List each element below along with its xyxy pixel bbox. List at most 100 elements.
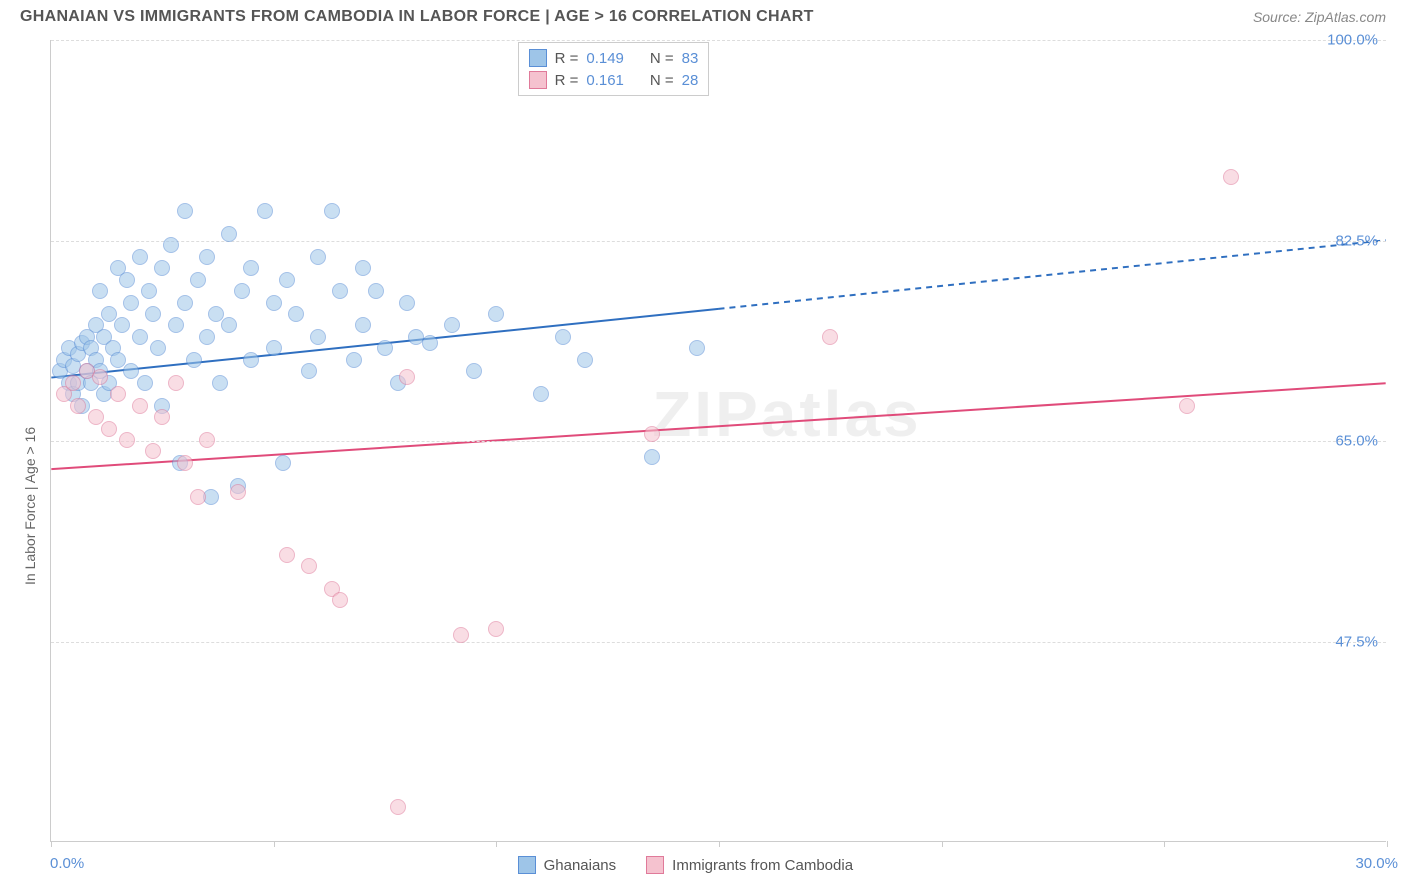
data-point: [168, 317, 184, 333]
n-value: 28: [682, 72, 699, 89]
gridline: [51, 441, 1386, 442]
data-point: [279, 547, 295, 563]
gridline: [51, 40, 1386, 41]
data-point: [212, 375, 228, 391]
data-point: [145, 443, 161, 459]
x-tick: [274, 841, 275, 847]
data-point: [422, 335, 438, 351]
data-point: [390, 799, 406, 815]
data-point: [310, 329, 326, 345]
y-tick-label: 65.0%: [1335, 433, 1378, 450]
legend-label: Ghanaians: [544, 857, 617, 874]
x-tick: [942, 841, 943, 847]
data-point: [243, 260, 259, 276]
data-point: [114, 317, 130, 333]
legend-swatch: [646, 856, 664, 874]
r-label: R =: [555, 50, 579, 67]
gridline: [51, 241, 1386, 242]
data-point: [119, 272, 135, 288]
legend-swatch: [529, 71, 547, 89]
x-tick: [1164, 841, 1165, 847]
data-point: [154, 409, 170, 425]
data-point: [644, 449, 660, 465]
data-point: [70, 398, 86, 414]
data-point: [141, 283, 157, 299]
x-tick: [719, 841, 720, 847]
watermark: ZIPatlas: [652, 377, 921, 451]
data-point: [288, 306, 304, 322]
data-point: [488, 621, 504, 637]
data-point: [577, 352, 593, 368]
data-point: [199, 329, 215, 345]
data-point: [689, 340, 705, 356]
data-point: [199, 249, 215, 265]
data-point: [444, 317, 460, 333]
legend-label: Immigrants from Cambodia: [672, 857, 853, 874]
data-point: [488, 306, 504, 322]
y-tick-label: 100.0%: [1327, 32, 1378, 49]
legend-swatch: [518, 856, 536, 874]
data-point: [266, 340, 282, 356]
data-point: [822, 329, 838, 345]
data-point: [346, 352, 362, 368]
x-tick: [496, 841, 497, 847]
x-tick: [51, 841, 52, 847]
data-point: [92, 283, 108, 299]
data-point: [137, 375, 153, 391]
data-point: [177, 203, 193, 219]
data-point: [453, 627, 469, 643]
data-point: [377, 340, 393, 356]
data-point: [368, 283, 384, 299]
data-point: [1179, 398, 1195, 414]
n-label: N =: [650, 72, 674, 89]
n-label: N =: [650, 50, 674, 67]
legend-stats-box: R = 0.149 N = 83 R = 0.161 N = 28: [518, 42, 710, 96]
data-point: [186, 352, 202, 368]
data-point: [332, 283, 348, 299]
data-point: [355, 317, 371, 333]
data-point: [221, 317, 237, 333]
data-point: [177, 295, 193, 311]
chart-title: GHANAIAN VS IMMIGRANTS FROM CAMBODIA IN …: [20, 8, 814, 26]
gridline: [51, 642, 1386, 643]
data-point: [399, 295, 415, 311]
x-tick-label: 30.0%: [1355, 855, 1398, 872]
data-point: [310, 249, 326, 265]
data-point: [279, 272, 295, 288]
data-point: [110, 352, 126, 368]
data-point: [132, 398, 148, 414]
y-tick-label: 47.5%: [1335, 633, 1378, 650]
data-point: [221, 226, 237, 242]
data-point: [132, 249, 148, 265]
legend-swatch: [529, 49, 547, 67]
data-point: [243, 352, 259, 368]
data-point: [101, 306, 117, 322]
data-point: [65, 375, 81, 391]
legend-stat-row: R = 0.149 N = 83: [529, 47, 699, 69]
data-point: [199, 432, 215, 448]
data-point: [266, 295, 282, 311]
data-point: [466, 363, 482, 379]
data-point: [145, 306, 161, 322]
data-point: [123, 363, 139, 379]
legend-item: Ghanaians: [518, 856, 617, 874]
data-point: [168, 375, 184, 391]
r-value: 0.149: [586, 50, 624, 67]
data-point: [92, 369, 108, 385]
data-point: [324, 203, 340, 219]
data-point: [123, 295, 139, 311]
r-label: R =: [555, 72, 579, 89]
data-point: [208, 306, 224, 322]
data-point: [555, 329, 571, 345]
data-point: [257, 203, 273, 219]
data-point: [230, 484, 246, 500]
data-point: [163, 237, 179, 253]
data-point: [301, 558, 317, 574]
data-point: [190, 489, 206, 505]
r-value: 0.161: [586, 72, 624, 89]
legend-series: Ghanaians Immigrants from Cambodia: [518, 856, 853, 874]
data-point: [110, 386, 126, 402]
y-tick-label: 82.5%: [1335, 232, 1378, 249]
n-value: 83: [682, 50, 699, 67]
source-label: Source: ZipAtlas.com: [1253, 9, 1386, 25]
